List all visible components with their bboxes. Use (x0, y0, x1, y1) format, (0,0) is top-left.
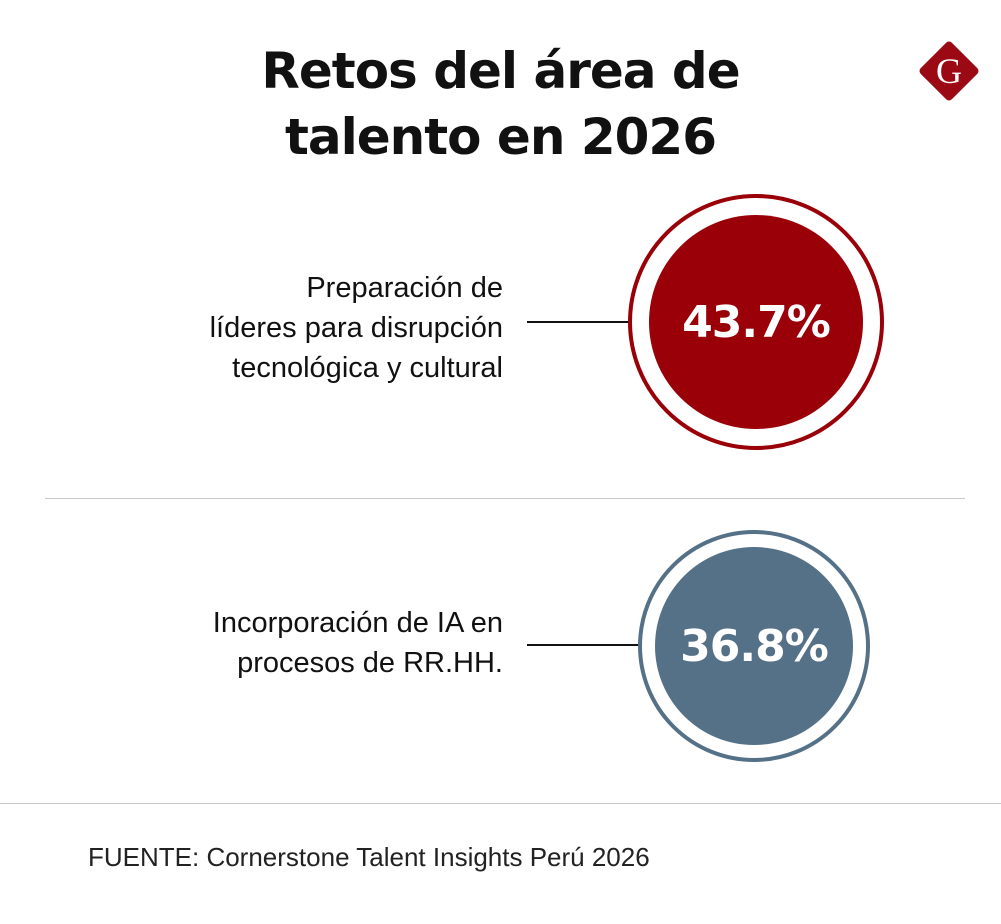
svg-text:G: G (936, 51, 962, 91)
percent-value-2: 36.8% (655, 547, 853, 745)
percent-circle-2: 36.8% (638, 530, 870, 762)
label-line: tecnológica y cultural (232, 352, 503, 384)
gestion-logo: G (919, 41, 979, 101)
title-line-1: Retos del área de (261, 42, 740, 100)
challenge-label-2: Incorporación de IA en procesos de RR.HH… (213, 603, 503, 683)
divider (45, 498, 965, 499)
connector-line (527, 644, 639, 646)
divider (0, 803, 1001, 804)
source-footer: FUENTE: Cornerstone Talent Insights Perú… (88, 842, 650, 872)
label-line: Preparación de (306, 272, 503, 304)
label-line: procesos de RR.HH. (237, 647, 503, 679)
connector-line (527, 321, 629, 323)
title-line-2: talento en 2026 (284, 108, 717, 166)
page-title: Retos del área de talento en 2026 (0, 38, 1001, 170)
label-line: líderes para disrupción (209, 312, 503, 344)
percent-value-1: 43.7% (649, 215, 863, 429)
percent-circle-1: 43.7% (628, 194, 884, 450)
challenge-label-1: Preparación de líderes para disrupción t… (210, 268, 503, 388)
label-line: Incorporación de IA en (212, 607, 503, 639)
